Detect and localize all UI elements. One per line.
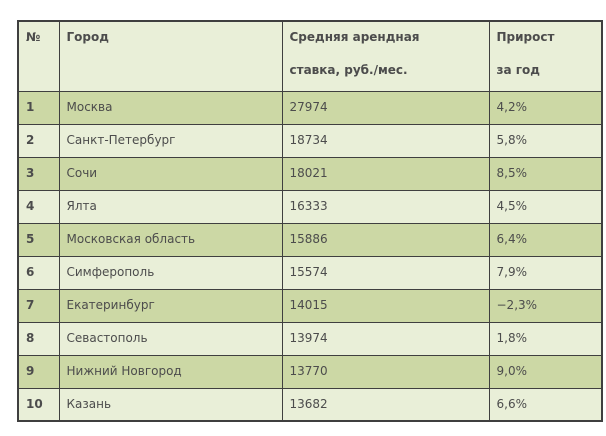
table-row: 5 Московская область 15886 6,4% <box>17 222 603 257</box>
header-cell-city: Город <box>58 20 283 92</box>
header-label: Город <box>66 30 109 44</box>
table-row: 9 Нижний Новгород 13770 9,0% <box>17 354 603 389</box>
header-cell-rate: Средняя арендная ставка, руб./мес. <box>281 20 490 92</box>
growth-cell: 1,8% <box>488 321 603 356</box>
city-cell: Санкт-Петербург <box>58 123 283 158</box>
table-row: 3 Сочи 18021 8,5% <box>17 156 603 191</box>
city-cell: Ялта <box>58 189 283 224</box>
rental-rates-table: № Город Средняя арендная ставка, руб./ме… <box>17 20 603 422</box>
table-row: 10 Казань 13682 6,6% <box>17 387 603 422</box>
growth-cell: 4,5% <box>488 189 603 224</box>
table-row: 1 Москва 27974 4,2% <box>17 90 603 125</box>
header-label: Средняя арендная <box>289 30 420 44</box>
rate-cell: 15574 <box>281 255 490 290</box>
table-row: 4 Ялта 16333 4,5% <box>17 189 603 224</box>
row-number-cell: 9 <box>17 354 60 389</box>
city-cell: Екатеринбург <box>58 288 283 323</box>
row-number-cell: 8 <box>17 321 60 356</box>
header-label-line2: за год <box>496 63 540 77</box>
rental-rates-table-container: № Город Средняя арендная ставка, руб./ме… <box>17 20 603 422</box>
table-body: 1 Москва 27974 4,2% 2 Санкт-Петербург 18734 5,8… <box>17 90 603 422</box>
city-cell: Москва <box>58 90 283 125</box>
rate-cell: 13682 <box>281 387 490 422</box>
growth-cell: 5,8% <box>488 123 603 158</box>
rate-cell: 16333 <box>281 189 490 224</box>
row-number-cell: 7 <box>17 288 60 323</box>
rate-cell: 18021 <box>281 156 490 191</box>
growth-cell: 7,9% <box>488 255 603 290</box>
header-label-line2: ставка, руб./мес. <box>289 63 408 77</box>
rate-cell: 27974 <box>281 90 490 125</box>
table-row: 2 Санкт-Петербург 18734 5,8% <box>17 123 603 158</box>
row-number-cell: 4 <box>17 189 60 224</box>
growth-cell: 6,6% <box>488 387 603 422</box>
row-number-cell: 1 <box>17 90 60 125</box>
table-row: 8 Севастополь 13974 1,8% <box>17 321 603 356</box>
growth-cell: 4,2% <box>488 90 603 125</box>
city-cell: Севастополь <box>58 321 283 356</box>
row-number-cell: 5 <box>17 222 60 257</box>
city-cell: Московская область <box>58 222 283 257</box>
row-number-cell: 2 <box>17 123 60 158</box>
header-cell-growth: Прирост за год <box>488 20 603 92</box>
rate-cell: 14015 <box>281 288 490 323</box>
rate-cell: 15886 <box>281 222 490 257</box>
row-number-cell: 10 <box>17 387 60 422</box>
growth-cell: 8,5% <box>488 156 603 191</box>
rate-cell: 18734 <box>281 123 490 158</box>
city-cell: Казань <box>58 387 283 422</box>
table-row: 7 Екатеринбург 14015 −2,3% <box>17 288 603 323</box>
header-row: № Город Средняя арендная ставка, руб./ме… <box>17 20 603 92</box>
table-row: 6 Симферополь 15574 7,9% <box>17 255 603 290</box>
header-label: Прирост <box>496 30 555 44</box>
rate-cell: 13770 <box>281 354 490 389</box>
city-cell: Нижний Новгород <box>58 354 283 389</box>
growth-cell: 9,0% <box>488 354 603 389</box>
city-cell: Симферополь <box>58 255 283 290</box>
header-cell-number: № <box>17 20 60 92</box>
row-number-cell: 6 <box>17 255 60 290</box>
header-label: № <box>26 30 41 44</box>
growth-cell: 6,4% <box>488 222 603 257</box>
growth-cell: −2,3% <box>488 288 603 323</box>
row-number-cell: 3 <box>17 156 60 191</box>
city-cell: Сочи <box>58 156 283 191</box>
rate-cell: 13974 <box>281 321 490 356</box>
